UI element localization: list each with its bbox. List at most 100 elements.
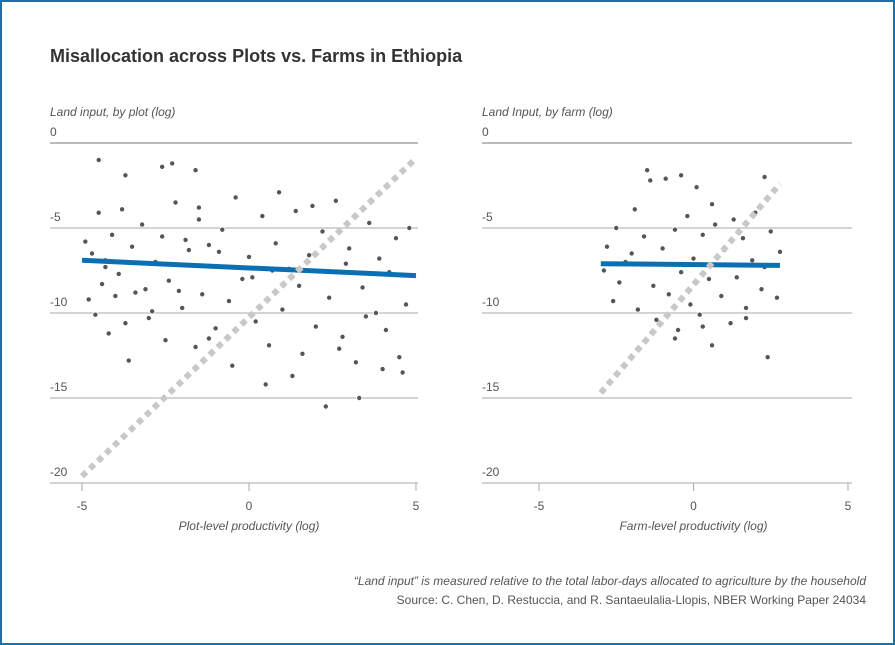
point bbox=[175, 287, 182, 294]
point bbox=[690, 255, 697, 262]
y-axis-label: Land input, by plot (log) bbox=[50, 105, 175, 119]
point bbox=[195, 216, 202, 223]
point bbox=[749, 257, 756, 264]
point bbox=[185, 247, 192, 254]
point bbox=[758, 286, 765, 293]
point bbox=[777, 248, 784, 255]
point bbox=[139, 221, 146, 228]
point bbox=[641, 233, 648, 240]
y-tick-label: -5 bbox=[482, 210, 493, 224]
point bbox=[372, 309, 379, 316]
point bbox=[192, 343, 199, 350]
point bbox=[665, 291, 672, 298]
point bbox=[712, 221, 719, 228]
point bbox=[600, 267, 607, 274]
point bbox=[205, 335, 212, 342]
point bbox=[678, 172, 685, 179]
point bbox=[634, 306, 641, 313]
point bbox=[352, 359, 359, 366]
y-tick-label: -10 bbox=[50, 295, 68, 309]
point bbox=[326, 294, 333, 301]
point bbox=[169, 160, 176, 167]
point bbox=[145, 315, 152, 322]
point bbox=[684, 213, 691, 220]
y-tick-label: -20 bbox=[482, 465, 500, 479]
point bbox=[709, 342, 716, 349]
point bbox=[687, 301, 694, 308]
point bbox=[727, 320, 734, 327]
point bbox=[132, 289, 139, 296]
point bbox=[659, 245, 666, 252]
y-tick-label: -15 bbox=[482, 380, 500, 394]
point bbox=[718, 292, 725, 299]
point bbox=[647, 177, 654, 184]
point bbox=[115, 270, 122, 277]
point bbox=[289, 372, 296, 379]
point bbox=[179, 304, 186, 311]
x-tick-label: 5 bbox=[845, 499, 852, 513]
point bbox=[603, 243, 610, 250]
point bbox=[225, 298, 232, 305]
point bbox=[312, 323, 319, 330]
point bbox=[245, 253, 252, 260]
point bbox=[650, 282, 657, 289]
point bbox=[105, 330, 112, 337]
y-tick-label: -20 bbox=[50, 465, 68, 479]
point bbox=[631, 206, 638, 213]
point bbox=[356, 394, 363, 401]
point bbox=[219, 226, 226, 233]
point bbox=[276, 189, 283, 196]
point bbox=[292, 207, 299, 214]
footnote: “Land input” is measured relative to the… bbox=[354, 574, 866, 588]
point bbox=[662, 175, 669, 182]
point bbox=[262, 381, 269, 388]
point bbox=[342, 260, 349, 267]
point bbox=[259, 213, 266, 220]
point bbox=[644, 167, 651, 174]
point bbox=[95, 156, 102, 163]
point bbox=[109, 231, 116, 238]
point bbox=[376, 255, 383, 262]
point bbox=[319, 228, 326, 235]
y-tick-label: 0 bbox=[50, 125, 57, 139]
point bbox=[266, 342, 273, 349]
point bbox=[119, 206, 126, 213]
point bbox=[129, 243, 136, 250]
point bbox=[306, 252, 313, 259]
point bbox=[767, 228, 774, 235]
point bbox=[102, 264, 109, 271]
point bbox=[743, 304, 750, 311]
point bbox=[653, 316, 660, 323]
point bbox=[162, 337, 169, 344]
y-tick-label: 0 bbox=[482, 125, 489, 139]
point bbox=[215, 248, 222, 255]
point bbox=[362, 313, 369, 320]
point bbox=[99, 281, 106, 288]
point bbox=[182, 236, 189, 243]
point bbox=[773, 294, 780, 301]
point bbox=[322, 403, 329, 410]
point bbox=[172, 199, 179, 206]
point bbox=[379, 366, 386, 373]
point bbox=[159, 163, 166, 170]
point bbox=[730, 216, 737, 223]
point bbox=[733, 274, 740, 281]
point bbox=[239, 275, 246, 282]
point bbox=[89, 250, 96, 257]
point bbox=[628, 250, 635, 257]
point bbox=[95, 209, 102, 216]
point bbox=[112, 292, 119, 299]
point bbox=[696, 311, 703, 318]
point bbox=[739, 235, 746, 242]
y-axis-label: Land Input, by farm (log) bbox=[482, 105, 613, 119]
point bbox=[279, 306, 286, 313]
point bbox=[232, 194, 239, 201]
x-tick-label: -5 bbox=[534, 499, 545, 513]
point bbox=[165, 277, 172, 284]
point bbox=[252, 318, 259, 325]
point bbox=[309, 202, 316, 209]
point bbox=[332, 197, 339, 204]
point bbox=[675, 326, 682, 333]
point bbox=[392, 235, 399, 242]
